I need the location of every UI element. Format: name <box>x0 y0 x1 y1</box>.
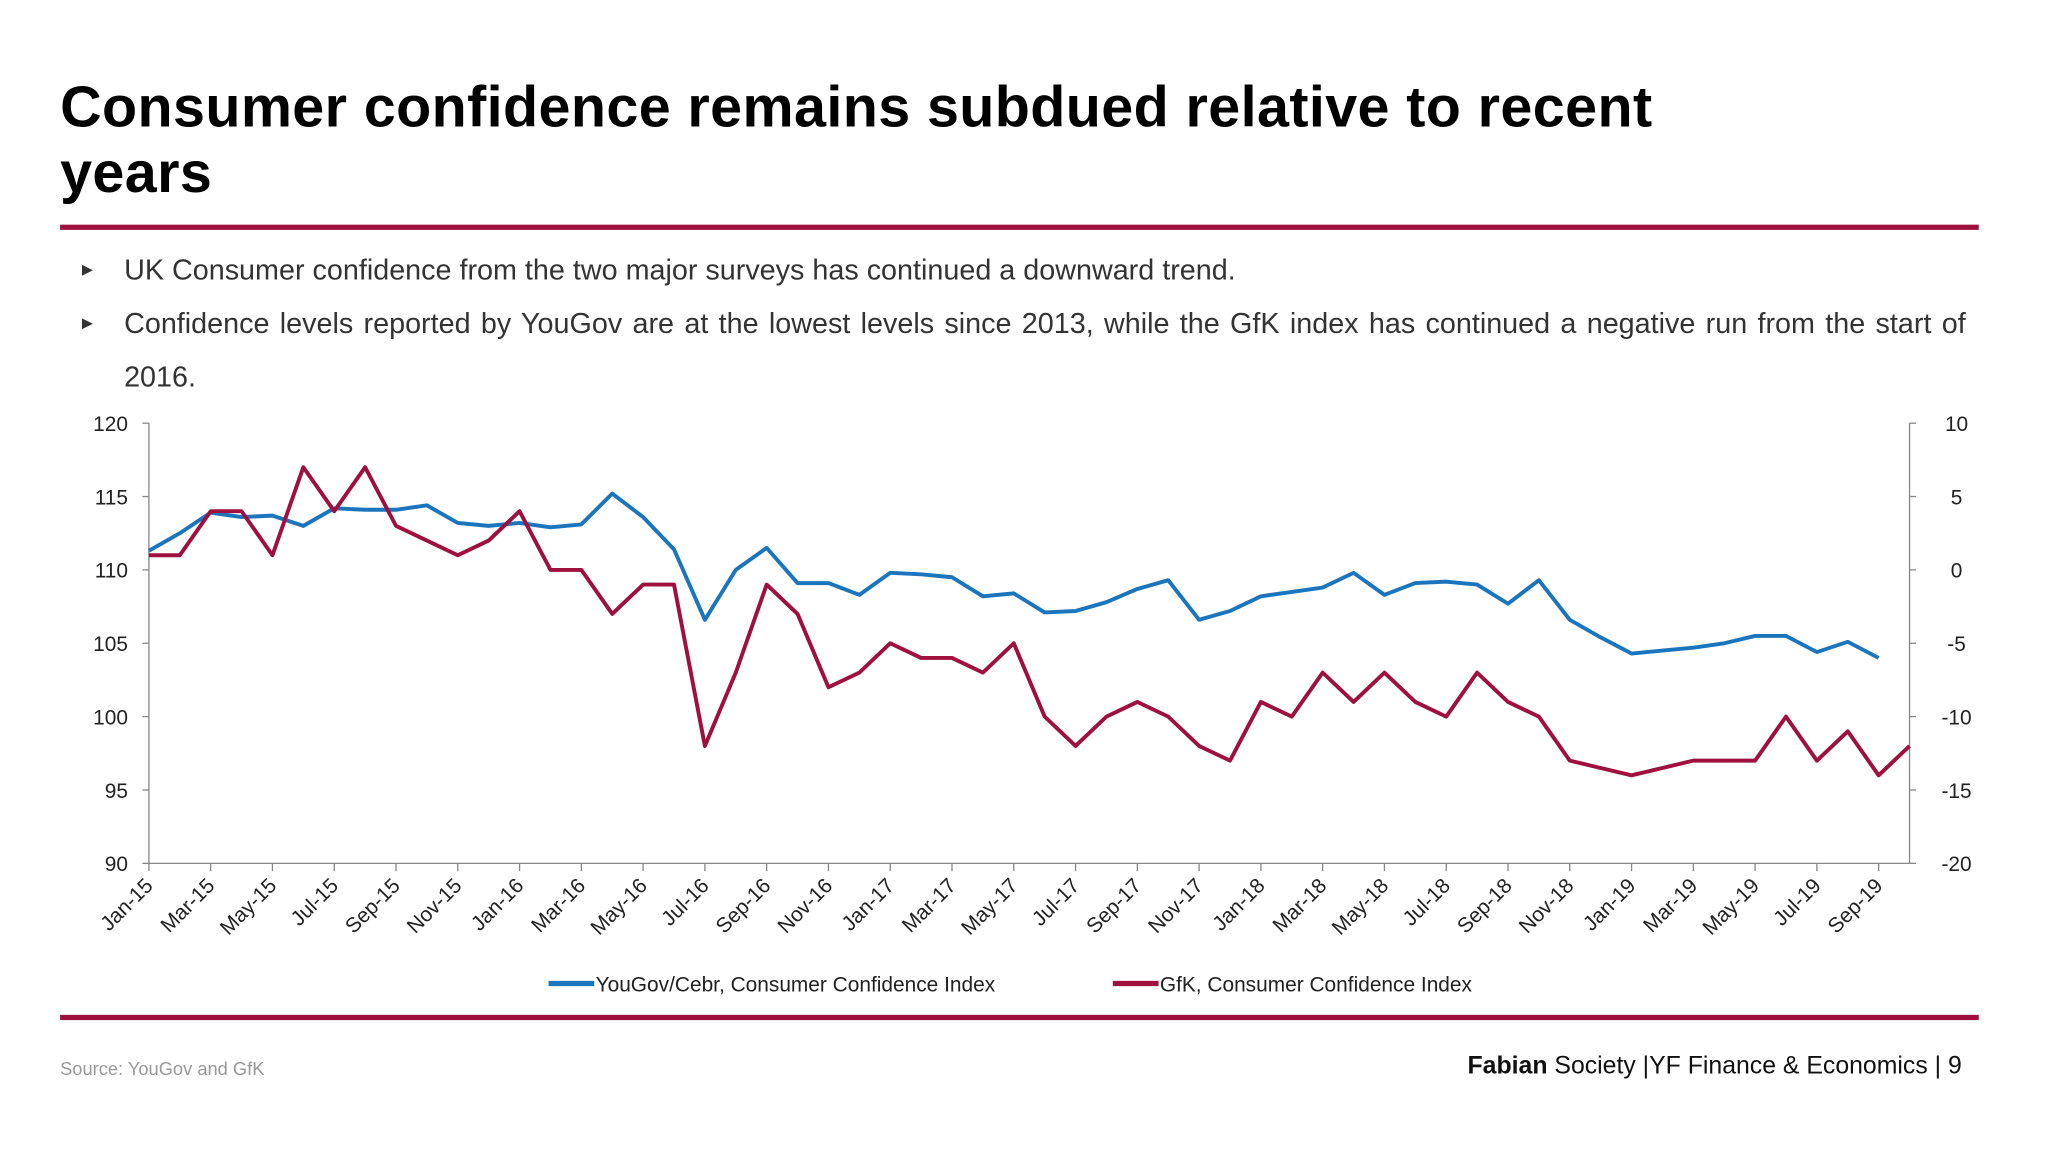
y2-tick-label: 10 <box>1945 413 1968 436</box>
x-tick-label: Jul-15 <box>287 874 343 930</box>
bullet: ► UK Consumer confidence from the two maj… <box>78 243 1965 297</box>
y-tick-label: 110 <box>95 560 128 583</box>
y-tick-label: 115 <box>95 486 128 509</box>
legend-label: YouGov/Cebr, Consumer Confidence Index <box>596 973 996 996</box>
x-tick-label: May-17 <box>957 874 1022 939</box>
x-tick-label: Jul-19 <box>1769 874 1825 930</box>
x-tick-label: Nov-16 <box>773 874 837 938</box>
y-tick-label: 90 <box>105 853 128 876</box>
source: Source: YouGov and GfK <box>60 1057 265 1079</box>
footer-rule <box>60 1014 1979 1021</box>
x-tick-label: Jan-19 <box>1579 874 1640 935</box>
x-tick-label: Jan-16 <box>467 874 528 935</box>
y-tick-label: 100 <box>93 706 128 729</box>
x-tick-label: Mar-16 <box>527 874 590 937</box>
x-tick-label: May-16 <box>586 874 651 939</box>
brand: Fabian Society |YF Finance & Economics |… <box>1468 1053 1962 1082</box>
legend-label: GfK, Consumer Confidence Index <box>1160 973 1473 996</box>
title-line: Consumer confidence remains subdued rela… <box>60 75 1653 140</box>
title-line: years <box>60 141 213 206</box>
x-tick-label: Mar-17 <box>898 874 961 937</box>
x-tick-label: May-15 <box>216 874 281 939</box>
x-tick-label: Jan-15 <box>96 874 157 935</box>
series-line <box>147 491 1880 660</box>
y2-tick-label: 0 <box>1951 560 1963 583</box>
x-tick-label: Sep-19 <box>1824 874 1888 938</box>
y-tick-label: 105 <box>93 633 128 656</box>
x-tick-label: May-19 <box>1698 874 1763 939</box>
page-number: 9 <box>1947 1052 1962 1081</box>
y2-tick-label: 5 <box>1951 486 1963 509</box>
x-tick-label: Sep-15 <box>341 874 405 938</box>
y-tick-label: 120 <box>93 413 128 436</box>
x-tick-label: Sep-17 <box>1082 874 1146 938</box>
bullet-text: Confidence levels reported by YouGov are… <box>124 306 1966 394</box>
x-tick-label: Nov-15 <box>403 874 467 938</box>
x-tick-label: Nov-18 <box>1515 874 1579 938</box>
bullet-text: UK Consumer confidence from the two majo… <box>124 253 1236 287</box>
y2-tick-label: -20 <box>1941 853 1971 876</box>
x-tick-label: Jan-18 <box>1208 874 1269 935</box>
x-tick-label: Jul-16 <box>657 874 713 930</box>
header-rule <box>60 224 1979 230</box>
y-tick-label: 95 <box>105 780 128 803</box>
x-tick-label: Sep-16 <box>712 874 776 938</box>
x-tick-label: Jul-18 <box>1399 874 1455 930</box>
series-line <box>148 465 1911 778</box>
x-tick-label: May-18 <box>1328 874 1393 939</box>
y2-tick-label: -5 <box>1947 633 1966 656</box>
y2-tick-label: -15 <box>1941 780 1971 803</box>
x-tick-label: Jan-17 <box>838 874 899 935</box>
x-tick-label: Sep-18 <box>1453 874 1517 938</box>
brand-org: Society |YF Finance & Economics | <box>1554 1052 1942 1081</box>
x-tick-label: Mar-19 <box>1639 874 1702 937</box>
y2-tick-label: -10 <box>1941 706 1971 729</box>
x-tick-label: Mar-18 <box>1268 874 1331 937</box>
x-tick-label: Jul-17 <box>1028 874 1084 930</box>
bullet: ► Confidence levels reported by YouGov ar… <box>78 296 1965 403</box>
x-tick-label: Mar-15 <box>156 874 219 937</box>
brand-name: Fabian <box>1467 1052 1548 1081</box>
x-tick-label: Nov-17 <box>1144 874 1208 938</box>
